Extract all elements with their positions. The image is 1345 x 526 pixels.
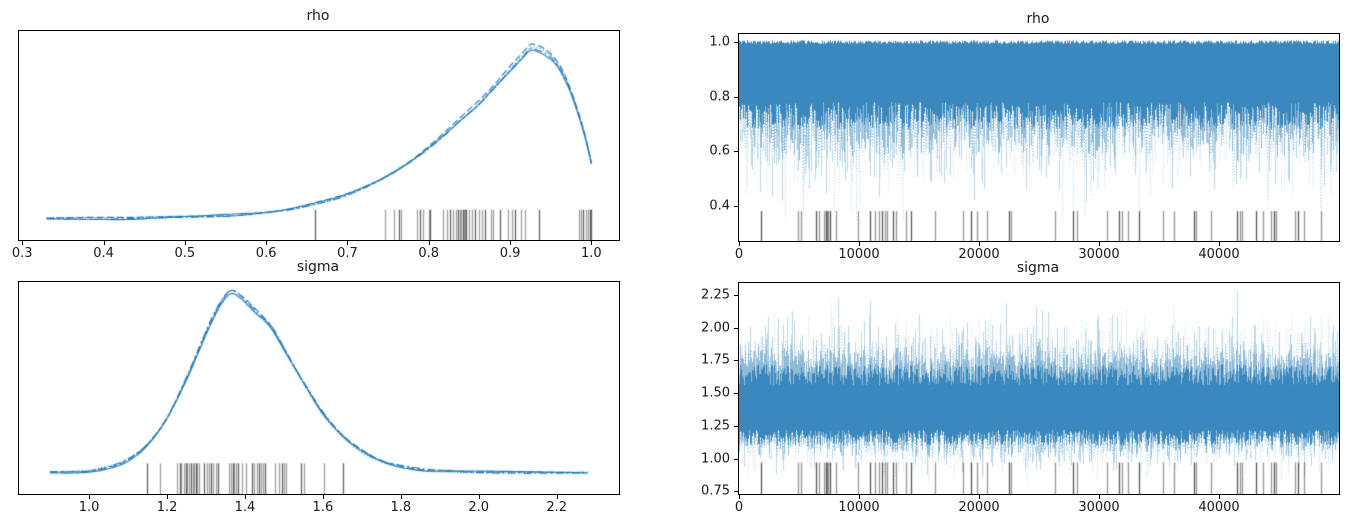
x-tick-label: 0.8 (418, 246, 440, 261)
x-tick-label: 1.4 (234, 500, 256, 515)
x-tick-mark (1219, 242, 1220, 246)
y-tick-label: 1.0 (709, 34, 730, 50)
x-tick-label: 1.0 (78, 500, 100, 515)
x-tick-label: 0.3 (11, 246, 33, 261)
x-tick-mark (244, 495, 246, 499)
x-tick-mark (739, 242, 740, 246)
panel-title-sigma-trace: sigma (1016, 260, 1060, 276)
x-tick-mark (103, 241, 105, 245)
x-tick-mark (428, 241, 430, 245)
x-tick-label: 20000 (958, 247, 1000, 262)
y-tick-mark (734, 425, 738, 427)
x-tick-mark (322, 495, 324, 499)
x-tick-label: 30000 (1078, 247, 1120, 262)
x-tick-mark (167, 495, 169, 499)
y-tick-label: 0.4 (709, 198, 730, 214)
x-tick-label: 1.0 (581, 246, 602, 261)
y-tick-mark (734, 151, 738, 153)
panel-rho-trace (738, 33, 1340, 242)
y-tick-mark (734, 42, 738, 44)
y-tick-label: 2.25 (701, 287, 730, 303)
x-tick-mark (591, 241, 593, 245)
x-tick-label: 40000 (1198, 247, 1240, 262)
x-tick-mark (859, 495, 860, 499)
x-tick-label: 0.6 (255, 246, 277, 261)
y-tick-label: 1.75 (701, 352, 730, 368)
x-tick-label: 1.8 (390, 500, 412, 515)
x-tick-mark (22, 241, 24, 245)
y-tick-mark (734, 360, 738, 362)
x-tick-label: 0.4 (93, 246, 114, 261)
x-tick-label: 0.9 (499, 246, 521, 261)
x-tick-label: 40000 (1198, 500, 1240, 515)
x-tick-label: 2.0 (468, 500, 490, 515)
x-tick-label: 10000 (838, 500, 880, 515)
rho-trace-canvas (739, 34, 1339, 241)
x-tick-mark (1099, 242, 1100, 246)
y-tick-label: 0.6 (709, 143, 730, 159)
x-tick-label: 2.2 (546, 500, 567, 515)
x-tick-mark (510, 241, 512, 245)
x-tick-mark (184, 241, 186, 245)
x-tick-label: 20000 (958, 500, 1000, 515)
y-tick-label: 0.8 (709, 89, 730, 105)
y-tick-mark (734, 393, 738, 395)
y-tick-label: 1.50 (701, 385, 730, 401)
x-tick-label: 0.5 (174, 246, 196, 261)
x-tick-mark (739, 495, 740, 499)
panel-title-rho-trace: rho (1026, 11, 1050, 27)
x-tick-mark (478, 495, 480, 499)
y-tick-label: 1.25 (701, 418, 730, 434)
sigma-trace-canvas (739, 283, 1339, 494)
x-tick-label: 30000 (1078, 500, 1120, 515)
x-tick-mark (266, 241, 268, 245)
x-tick-mark (1219, 495, 1220, 499)
x-tick-mark (979, 495, 980, 499)
panel-rho-kde (18, 30, 620, 241)
x-tick-label: 1.6 (312, 500, 334, 515)
x-tick-label: 10000 (838, 247, 880, 262)
y-tick-label: 0.75 (701, 483, 730, 499)
y-tick-mark (734, 327, 738, 329)
x-tick-mark (859, 242, 860, 246)
x-tick-mark (1099, 495, 1100, 499)
x-tick-label: 0.7 (337, 246, 358, 261)
x-tick-mark (89, 495, 91, 499)
rho-kde-canvas (19, 31, 619, 240)
panel-title-rho-kde: rho (306, 8, 330, 24)
x-tick-mark (347, 241, 349, 245)
x-tick-label: 0 (734, 500, 744, 515)
x-tick-mark (556, 495, 558, 499)
y-tick-mark (734, 294, 738, 296)
sigma-kde-canvas (19, 282, 619, 494)
panel-title-sigma-kde: sigma (296, 259, 340, 275)
y-tick-mark (734, 96, 738, 98)
y-tick-label: 2.00 (701, 320, 730, 336)
y-tick-label: 1.00 (701, 451, 730, 467)
panel-sigma-trace (738, 282, 1340, 495)
y-tick-mark (734, 458, 738, 460)
x-tick-label: 0 (734, 247, 744, 262)
y-tick-mark (734, 205, 738, 207)
panel-sigma-kde (18, 281, 620, 495)
x-tick-mark (979, 242, 980, 246)
x-tick-mark (400, 495, 402, 499)
x-tick-label: 1.2 (156, 500, 178, 515)
y-tick-mark (734, 491, 738, 493)
